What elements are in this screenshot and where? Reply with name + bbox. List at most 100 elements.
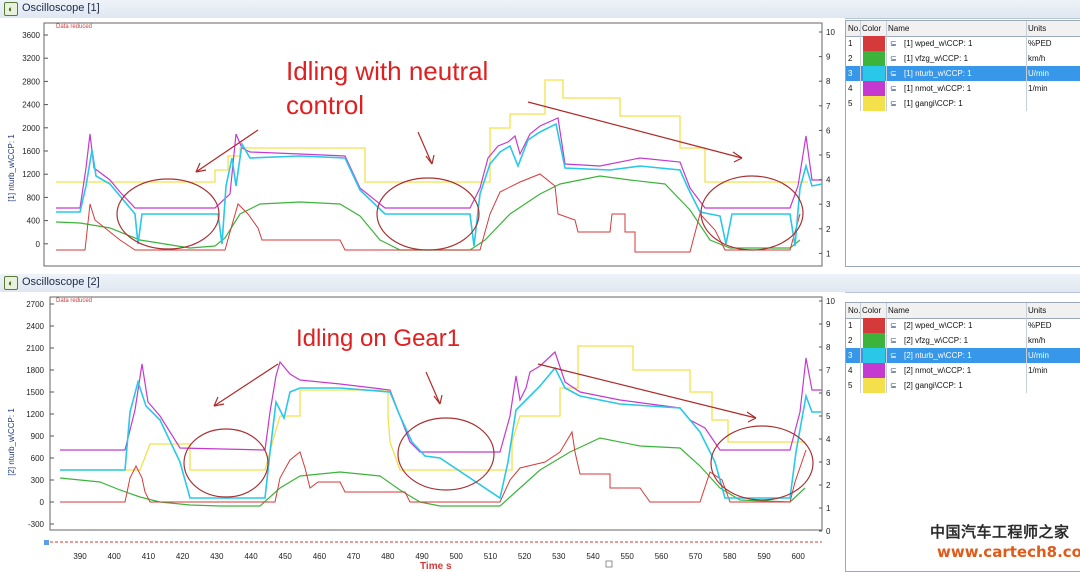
header-no[interactable]: No. [848, 24, 860, 33]
time-tick-label: 410 [142, 552, 156, 561]
column-divider [886, 66, 887, 81]
signal-legend-table-2[interactable]: No. Color Name Units 1 ⊆ [2] wped_w\CCP: 1 %PED… [845, 302, 1080, 572]
color-swatch [863, 363, 885, 378]
time-tick-label: 570 [689, 552, 703, 561]
trace-wped [60, 430, 807, 503]
column-divider [1026, 318, 1027, 333]
scrollbar-grip-icon[interactable] [605, 560, 613, 568]
row-number: 2 [848, 336, 853, 345]
trace-nturb [60, 366, 822, 500]
signal-traces [59, 345, 822, 507]
color-swatch [863, 96, 885, 111]
color-swatch [863, 348, 885, 363]
time-axis-ticks: 390 400 410 420 430 440 450 460 470 480 490 500 510 5… [73, 552, 805, 561]
column-divider [1026, 333, 1027, 348]
time-tick-label: 600 [792, 552, 806, 561]
right-tick-label: 7 [826, 102, 831, 111]
color-swatch [863, 51, 885, 66]
column-divider[interactable] [886, 303, 887, 318]
left-tick-label: 2800 [22, 77, 40, 86]
signal-icon: ⊆ [890, 336, 897, 345]
window-title-bar[interactable]: ◐ Oscilloscope [2] [0, 274, 1080, 293]
legend-row[interactable]: 3 ⊆ [2] nturb_w\CCP: 1 U/min [846, 348, 1080, 363]
header-units[interactable]: Units [1028, 24, 1047, 33]
column-divider [1026, 348, 1027, 363]
signal-units: U/min [1028, 69, 1049, 78]
legend-row[interactable]: 4 ⊆ [2] nmot_w\CCP: 1 1/min [846, 363, 1080, 378]
left-axis-label: [2] nturb_w\CCP: 1 [7, 408, 16, 476]
left-tick-label: 1200 [22, 170, 40, 179]
legend-row[interactable]: 5 ⊆ [1] gangi\CCP: 1 [846, 96, 1080, 111]
time-tick-label: 400 [108, 552, 122, 561]
annotation-arrows [195, 101, 743, 173]
signal-name: [1] wped_w\CCP: 1 [904, 39, 973, 48]
signal-units: km/h [1028, 336, 1046, 345]
legend-header: No. Color Name Units [846, 21, 1080, 37]
left-tick-label: 0 [40, 498, 45, 507]
legend-row[interactable]: 2 ⊆ [1] vfzg_w\CCP: 1 km/h [846, 51, 1080, 66]
window-title: Oscilloscope [1] [22, 2, 100, 14]
signal-icon: ⊆ [890, 69, 897, 78]
column-divider [860, 333, 861, 348]
header-name[interactable]: Name [888, 24, 910, 33]
left-axis-label: [1] nturb_w\CCP: 1 [7, 134, 16, 202]
trace-nmot [60, 350, 822, 453]
signal-name: [2] nmot_w\CCP: 1 [904, 366, 972, 375]
time-tick-label: 480 [381, 552, 395, 561]
row-number: 4 [848, 366, 853, 375]
trace-gangi [56, 79, 808, 183]
legend-row[interactable]: 4 ⊆ [1] nmot_w\CCP: 1 1/min [846, 81, 1080, 96]
header-color[interactable]: Color [862, 306, 882, 315]
right-tick-label: 6 [826, 389, 831, 398]
column-divider [1026, 96, 1027, 111]
oscilloscope-plot-1[interactable]: Data reduced [1] nturb_w\CCP: 1 36003200… [0, 18, 845, 268]
legend-row[interactable]: 2 ⊆ [2] vfzg_w\CCP: 1 km/h [846, 333, 1080, 348]
right-tick-label: 3 [826, 200, 831, 209]
oscilloscope-plot-2[interactable]: Data reduced [2] nturb_w\CCP: 1 27002400… [0, 292, 845, 570]
right-tick-label: 6 [826, 126, 831, 135]
data-reduced-label: Data reduced [56, 298, 92, 304]
header-units[interactable]: Units [1028, 306, 1047, 315]
column-divider [860, 81, 861, 96]
right-tick-label: 3 [826, 458, 831, 467]
column-divider[interactable] [1026, 303, 1027, 318]
trace-nturb [56, 122, 823, 247]
signal-icon: ⊆ [890, 351, 897, 360]
row-number: 1 [848, 321, 853, 330]
legend-row[interactable]: 1 ⊆ [2] wped_w\CCP: 1 %PED [846, 318, 1080, 333]
color-swatch [863, 333, 885, 348]
column-divider [860, 378, 861, 393]
column-divider[interactable] [886, 21, 887, 36]
right-tick-label: 1 [826, 504, 831, 513]
signal-icon: ⊆ [890, 84, 897, 93]
time-tick-label: 460 [313, 552, 327, 561]
legend-row[interactable]: 1 ⊆ [1] wped_w\CCP: 1 %PED [846, 36, 1080, 51]
legend-header: No. Color Name Units [846, 303, 1080, 319]
left-tick-label: 800 [27, 193, 41, 202]
right-tick-label: 8 [826, 343, 831, 352]
left-tick-label: 2100 [26, 344, 44, 353]
signal-units: U/min [1028, 351, 1049, 360]
header-no[interactable]: No. [848, 306, 860, 315]
column-divider[interactable] [1026, 21, 1027, 36]
left-tick-label: 900 [31, 432, 45, 441]
signal-legend-table-1[interactable]: No. Color Name Units 1 ⊆ [1] wped_w\CCP: 1 %PED… [845, 20, 1080, 267]
time-tick-label: 530 [552, 552, 566, 561]
column-divider[interactable] [860, 303, 861, 318]
time-axis-handle-icon[interactable] [44, 540, 49, 545]
right-tick-label: 10 [826, 28, 835, 37]
header-name[interactable]: Name [888, 306, 910, 315]
right-tick-label: 4 [826, 435, 831, 444]
column-divider [886, 96, 887, 111]
column-divider[interactable] [860, 21, 861, 36]
legend-row[interactable]: 5 ⊆ [2] gangi\CCP: 1 [846, 378, 1080, 393]
row-number: 5 [848, 99, 853, 108]
left-tick-label: 300 [31, 476, 45, 485]
header-color[interactable]: Color [862, 24, 882, 33]
column-divider [860, 96, 861, 111]
left-tick-label: 2400 [22, 101, 40, 110]
time-tick-label: 470 [347, 552, 361, 561]
legend-row[interactable]: 3 ⊆ [1] nturb_w\CCP: 1 U/min [846, 66, 1080, 81]
window-title-bar[interactable]: ◐ Oscilloscope [1] [0, 0, 1080, 19]
annotation-text: Idling on Gear1 [296, 325, 460, 352]
